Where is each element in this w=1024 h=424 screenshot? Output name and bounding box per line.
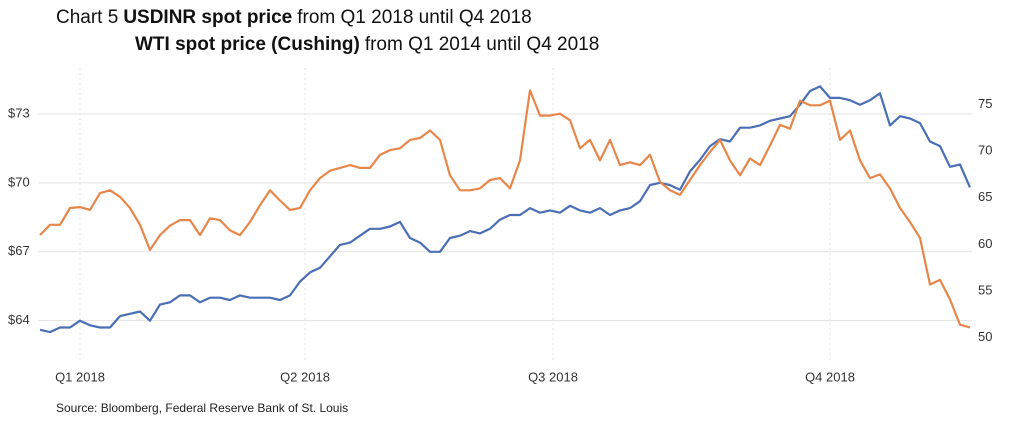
y-tick-label: $73 (8, 105, 30, 120)
chart-title-line-1: Chart 5 USDINR spot price from Q1 2018 unt… (56, 7, 532, 28)
chart-title-line-2: WTI spot price (Cushing) from Q1 2014 unt… (135, 34, 599, 55)
y2-tick-label: 60 (978, 236, 992, 251)
x-tick-label: Q2 2018 (280, 369, 330, 384)
y2-tick-label: 75 (978, 96, 992, 111)
y-tick-label: $64 (8, 312, 30, 327)
x-tick-label: Q1 2018 (55, 369, 105, 384)
y-tick-label: $70 (8, 174, 30, 189)
y2-tick-label: 50 (978, 329, 992, 344)
x-tick-label: Q4 2018 (805, 369, 855, 384)
series-line (39, 85, 972, 334)
series-line (39, 89, 971, 329)
y2-tick-label: 55 (978, 283, 992, 298)
source: Source: Bloomberg, Federal Reserve Bank … (56, 401, 348, 415)
x-tick-label: Q3 2018 (528, 369, 578, 384)
y2-tick-label: 65 (978, 189, 992, 204)
y2-tick-label: 70 (978, 143, 992, 158)
y-tick-label: $67 (8, 243, 30, 258)
